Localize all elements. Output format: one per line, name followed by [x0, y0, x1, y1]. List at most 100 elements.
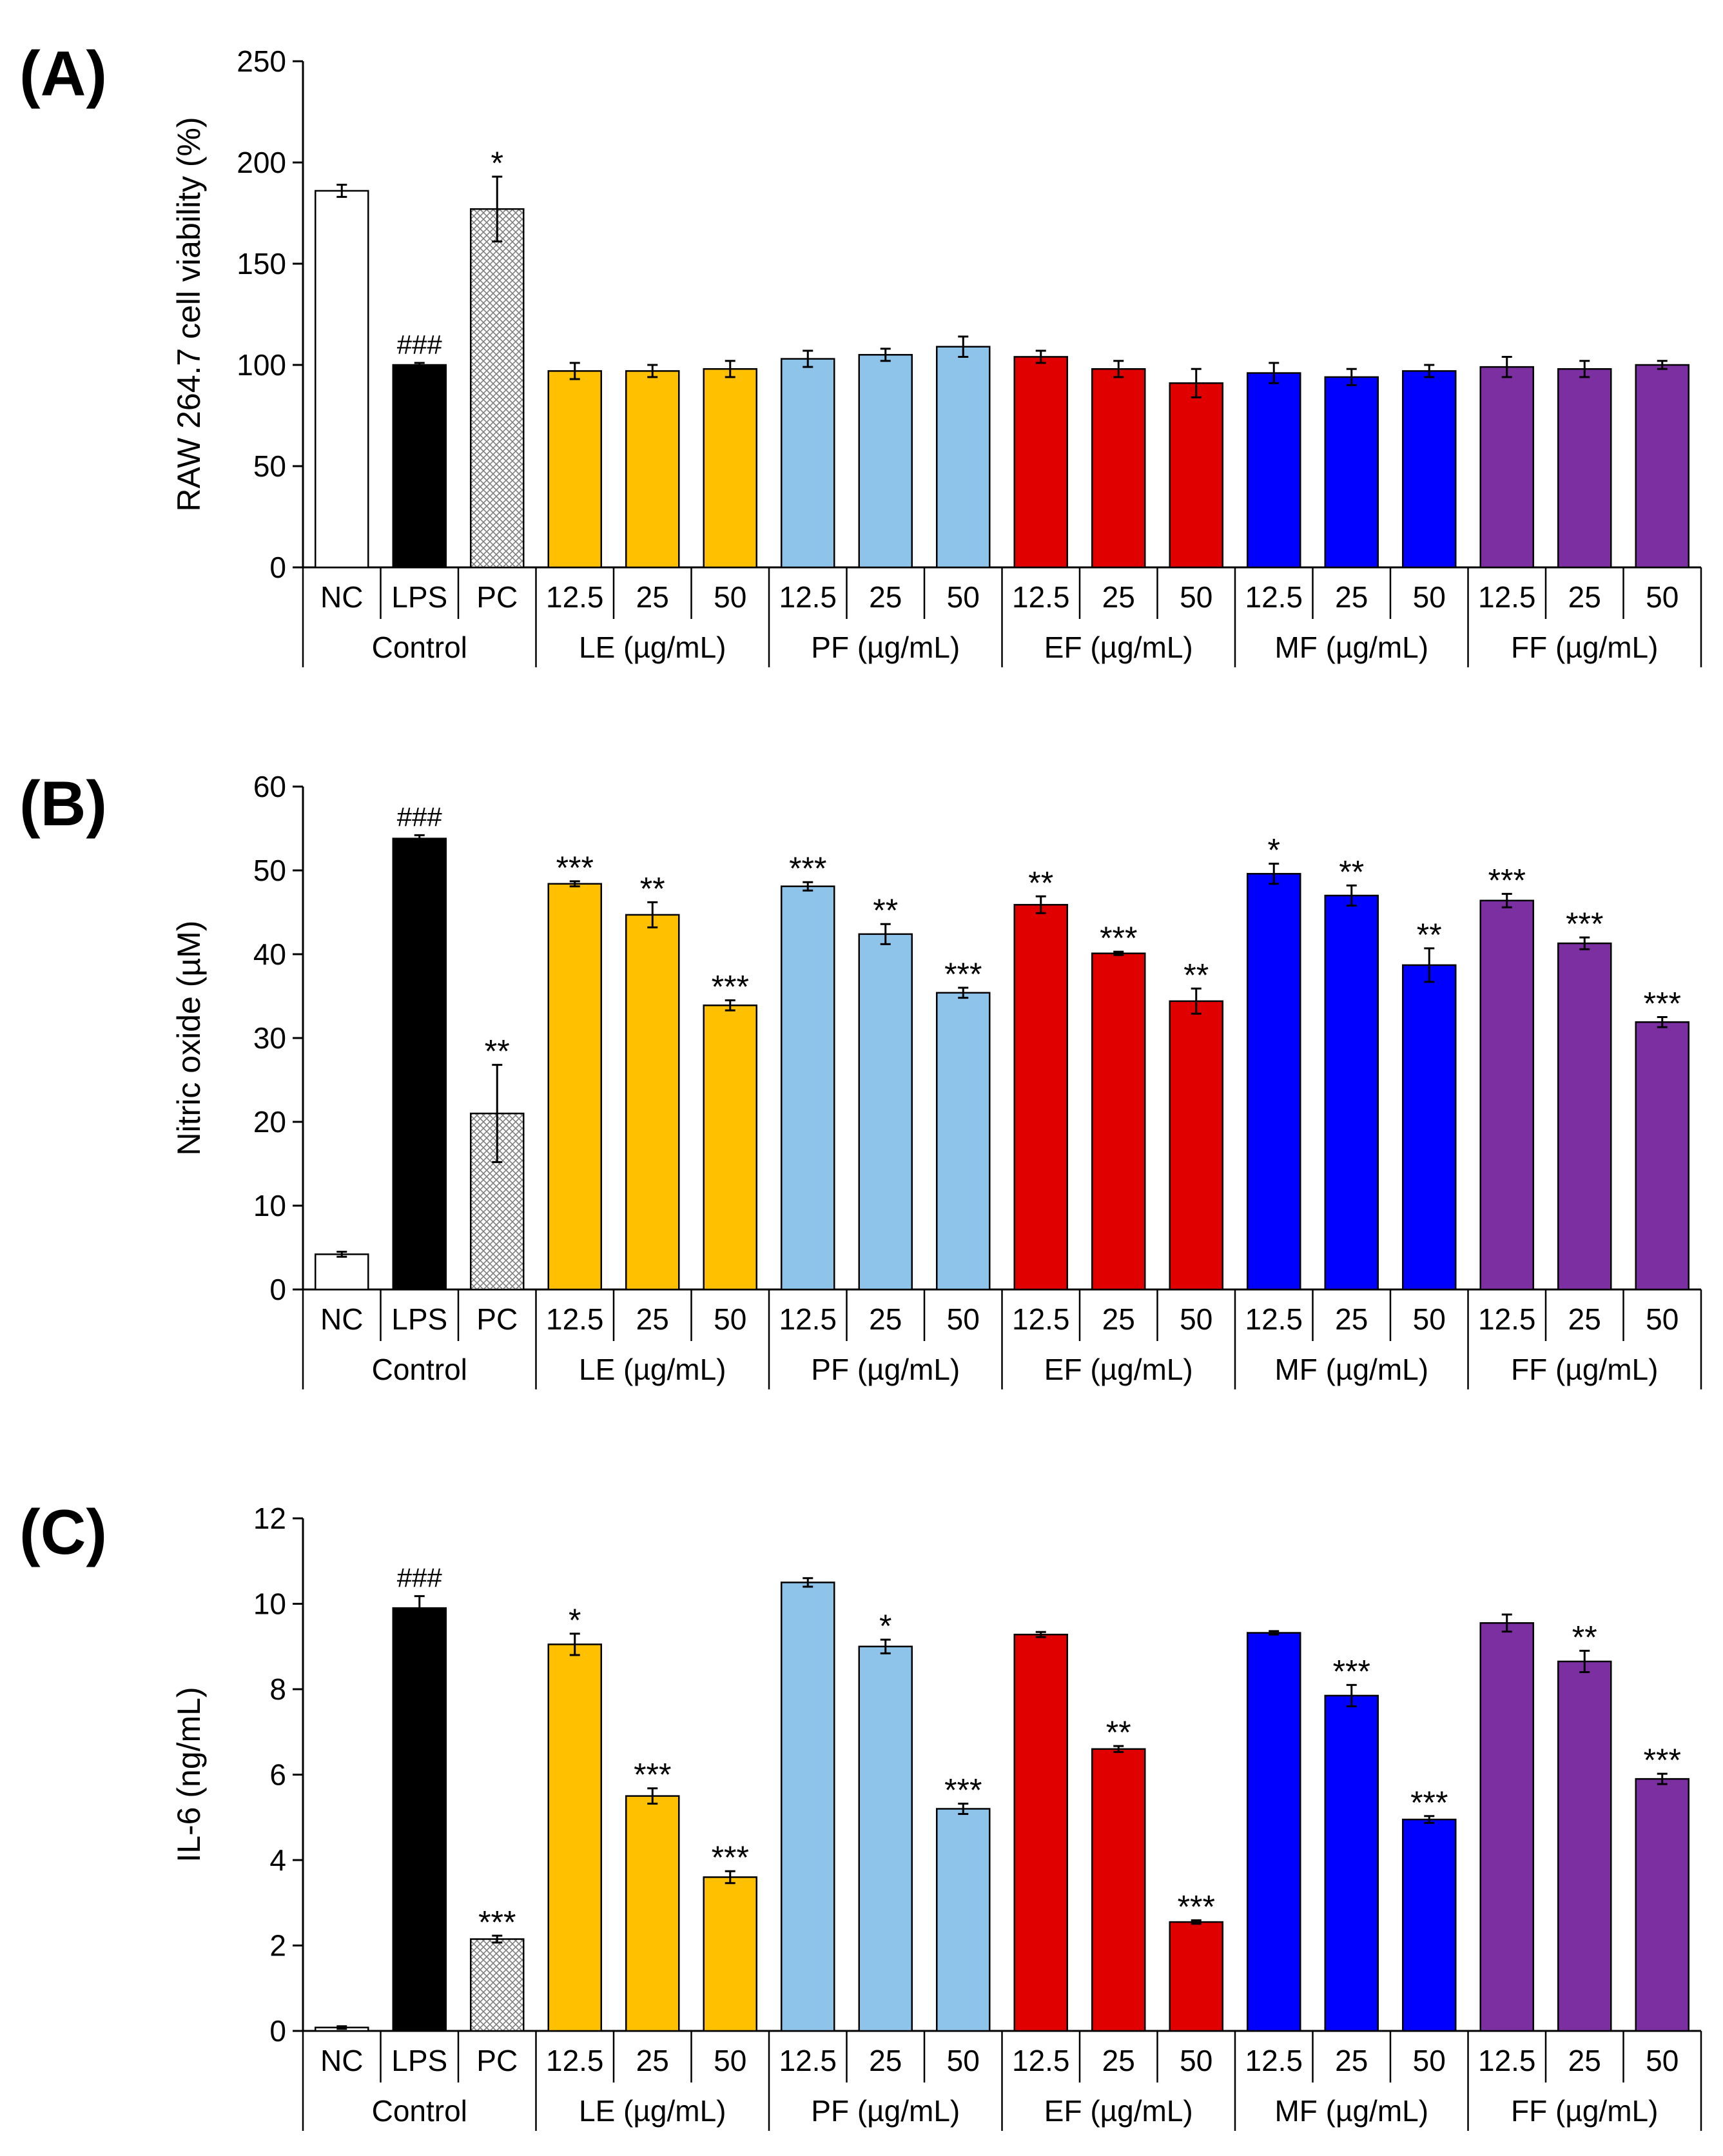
x-tick-label: 12.5 [779, 1302, 837, 1336]
x-tick-label: 25 [869, 2044, 902, 2077]
x-tick-label: 50 [1646, 2044, 1679, 2077]
bar [547, 370, 602, 569]
bar [781, 1582, 835, 2032]
x-tick-label: 12.5 [779, 580, 837, 614]
x-tick-label: 50 [714, 1302, 746, 1336]
y-tick-label: 10 [253, 1189, 286, 1222]
bar [315, 1253, 369, 1291]
x-tick-label: 12.5 [779, 2044, 837, 2077]
bar [1479, 366, 1534, 569]
x-tick-label: 50 [714, 580, 746, 614]
bar [1635, 1778, 1689, 2032]
y-tick-label: 100 [237, 348, 286, 382]
x-tick-label: 50 [1413, 1302, 1446, 1336]
x-tick-label: 25 [869, 1302, 902, 1336]
x-tick-label: 12.5 [1478, 580, 1536, 614]
significance-label: *** [944, 956, 982, 992]
significance-label: *** [634, 1757, 671, 1793]
x-tick-label: NC [320, 580, 363, 614]
y-tick-label: 30 [253, 1021, 286, 1055]
bar [1402, 1818, 1457, 2032]
significance-label: *** [1644, 1742, 1681, 1778]
bar [1402, 370, 1457, 569]
bar [315, 190, 369, 569]
bar [1402, 964, 1457, 1291]
x-tick-label: 12.5 [1012, 580, 1070, 614]
bar [703, 368, 757, 569]
y-tick-label: 12 [253, 1502, 286, 1535]
x-tick-label: PC [476, 580, 518, 614]
bar [547, 883, 602, 1291]
panel-label: (C) [19, 1496, 107, 1567]
bar [1635, 364, 1689, 569]
x-tick-label: 25 [1568, 1302, 1601, 1336]
bar [858, 933, 913, 1291]
y-axis-title: RAW 264.7 cell viability (%) [171, 117, 207, 511]
y-tick-label: 250 [237, 44, 286, 78]
significance-label: *** [712, 1839, 749, 1876]
bar [936, 346, 991, 569]
bar [625, 914, 680, 1291]
group-label: PF (µg/mL) [811, 1353, 960, 1386]
significance-label: *** [712, 969, 749, 1005]
x-tick-label: 25 [636, 2044, 669, 2077]
x-tick-label: 25 [1568, 2044, 1601, 2077]
significance-label: ** [1339, 854, 1364, 890]
bar [1013, 356, 1068, 569]
bar [625, 1795, 680, 2032]
x-tick-label: NC [320, 2044, 363, 2077]
significance-label: *** [1333, 1653, 1370, 1689]
group-label: FF (µg/mL) [1511, 631, 1658, 664]
significance-label: ** [1106, 1714, 1131, 1750]
significance-label: ** [1417, 917, 1442, 953]
y-tick-label: 6 [269, 1758, 286, 1792]
x-tick-label: PC [476, 1302, 518, 1336]
significance-label: ### [397, 329, 443, 360]
x-tick-label: 12.5 [1478, 1302, 1536, 1336]
panel-label: (A) [19, 38, 107, 109]
significance-label: *** [478, 1904, 516, 1940]
x-tick-label: 25 [1102, 1302, 1135, 1336]
significance-label: ** [1028, 865, 1053, 901]
significance-label: ** [873, 892, 898, 928]
bar [547, 1643, 602, 2032]
y-tick-label: 60 [253, 770, 286, 803]
bar [625, 370, 680, 569]
x-tick-label: 50 [947, 2044, 980, 2077]
y-tick-label: 40 [253, 937, 286, 971]
significance-label: *** [1566, 906, 1603, 942]
group-label: LE (µg/mL) [579, 2094, 726, 2128]
bar [1635, 1021, 1689, 1291]
significance-label: ** [640, 870, 665, 906]
bar [1013, 1633, 1068, 2032]
bar [1247, 872, 1301, 1291]
significance-label: *** [944, 1772, 982, 1808]
bar [470, 208, 525, 569]
bar [936, 1808, 991, 2032]
x-tick-label: 12.5 [546, 580, 604, 614]
significance-label: ### [397, 1563, 443, 1593]
significance-label: *** [1100, 920, 1137, 956]
group-label: MF (µg/mL) [1274, 1353, 1428, 1386]
significance-label: * [569, 1602, 581, 1638]
y-tick-label: 0 [269, 1273, 286, 1306]
bar [1013, 904, 1068, 1291]
bar [1169, 1921, 1223, 2032]
x-tick-label: 50 [1413, 2044, 1446, 2077]
group-label: LE (µg/mL) [579, 631, 726, 664]
y-tick-label: 0 [269, 551, 286, 584]
group-label: LE (µg/mL) [579, 1353, 726, 1386]
group-label: PF (µg/mL) [811, 2094, 960, 2128]
y-tick-label: 20 [253, 1105, 286, 1139]
x-tick-label: 12.5 [546, 1302, 604, 1336]
bar [1247, 372, 1301, 569]
bar [1557, 368, 1612, 569]
bar [703, 1004, 757, 1291]
x-tick-label: 12.5 [1012, 2044, 1070, 2077]
y-tick-label: 50 [253, 854, 286, 887]
x-tick-label: 50 [1180, 580, 1212, 614]
y-tick-label: 150 [237, 247, 286, 280]
bar [703, 1876, 757, 2032]
